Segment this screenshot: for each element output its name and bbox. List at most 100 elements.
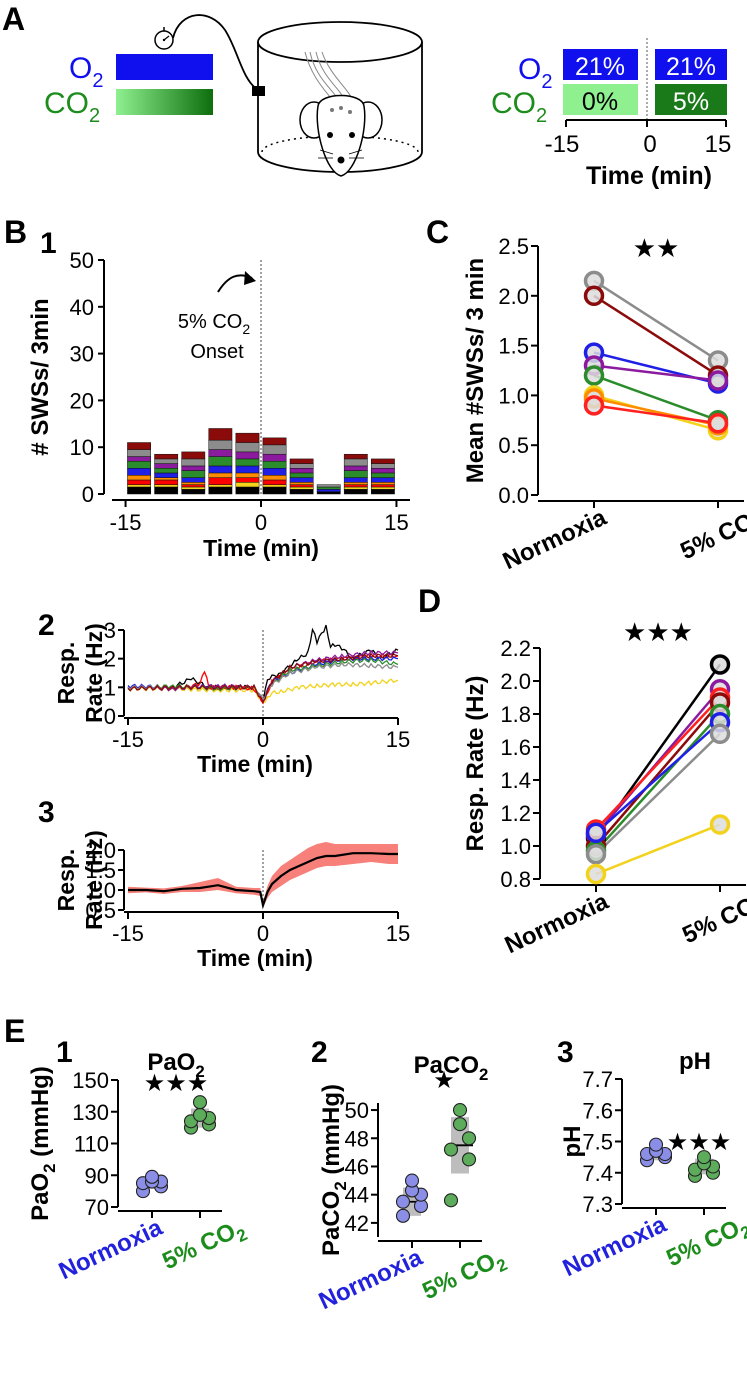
protocol-o2-label-main: O (518, 53, 541, 86)
co2-label-sub: 2 (89, 105, 100, 127)
data-point (461, 1152, 477, 1167)
y-tick-label: 2 (104, 647, 116, 672)
bar-segment (289, 458, 314, 464)
paired-line (595, 823, 721, 876)
bar-segment (262, 453, 287, 462)
bar-segment (127, 449, 151, 457)
gas-tube (172, 14, 259, 91)
bar-segment (235, 486, 260, 495)
bar-segment (235, 477, 260, 483)
bar-segment (343, 465, 368, 471)
y-axis-title: pH (559, 1126, 586, 1158)
bar-segment (343, 489, 368, 495)
bar-segment (127, 468, 151, 476)
y-axis-title-sub: 2 (331, 1181, 350, 1190)
protocol-pre-co2-bar (563, 84, 638, 115)
data-point (452, 1117, 468, 1132)
x-tick-label: 0 (257, 921, 269, 946)
co2-point (709, 723, 731, 745)
y-tick-label: 50 (70, 248, 94, 273)
data-point (192, 1107, 208, 1122)
paired-line (595, 701, 721, 847)
bar-segment (181, 482, 206, 485)
y-tick-label: 0 (82, 482, 94, 507)
bar-segment (181, 465, 206, 471)
bar-segment (154, 477, 179, 481)
x-tick-label-normoxia: Normoxia (559, 1211, 671, 1283)
y-axis-title: Mean #SWSs/ 3 min (462, 258, 489, 483)
data-point (648, 1137, 664, 1152)
y-tick-label: 70 (85, 1195, 109, 1220)
bar-segment (371, 458, 395, 464)
paired-line (595, 713, 721, 852)
bar-segment (343, 470, 368, 478)
bar-segment (289, 489, 314, 495)
protocol-post-co2-text: 5% (673, 88, 709, 116)
y-tick-label: 7.7 (582, 1067, 613, 1092)
o2-label-sub: 2 (92, 70, 103, 92)
chart-title: pH (679, 1048, 711, 1075)
bar-segment (181, 458, 206, 467)
bar-segment (316, 491, 341, 495)
bar-segment (235, 472, 260, 478)
y-tick-label: 2.0 (85, 838, 116, 863)
bar-segment (289, 472, 314, 478)
bar-segment (343, 477, 368, 483)
x-tick-label: -15 (110, 510, 142, 535)
bar-segment (235, 465, 260, 474)
data-point (395, 1194, 411, 1209)
data-point (443, 1142, 459, 1157)
y-axis-title: Resp.Rate (Hz) (53, 830, 107, 930)
onset-arrowhead-icon (244, 271, 256, 285)
x-tick-label-normoxia: Normoxia (499, 504, 611, 576)
y-tick-label: 42 (345, 1211, 369, 1236)
normoxia-point (585, 863, 607, 885)
protocol-pre-o2-text: 21% (575, 53, 625, 81)
x-tick-label: 0 (255, 510, 267, 535)
protocol-tick-label: -15 (545, 131, 580, 158)
chart-b1-stacked-bar: 0 10 20 30 40 50 -15 0 15 Time (min) # SWSs/ 3min (27, 248, 410, 561)
y-tick-label: 150 (72, 1068, 109, 1093)
y-tick-label: 2.0 (498, 284, 529, 309)
bar-segment (316, 484, 341, 488)
co2-point (709, 814, 731, 835)
bar-segment (127, 460, 151, 469)
o2-gas-bar (116, 54, 213, 80)
y-tick-label: 0.5 (85, 898, 116, 923)
chart-d-resp-rate: 0.8 1.0 1.2 1.4 1.6 1.8 2.0 2.2 Normoxia 5% CO2 Re… (462, 617, 747, 959)
x-tick-label: 15 (386, 921, 410, 946)
y-tick-label: 50 (345, 1098, 369, 1123)
protocol-tick-label: 15 (705, 131, 732, 158)
bar-segment (154, 453, 179, 460)
bar-segment (289, 486, 314, 490)
significance-stars: ★ (433, 1067, 455, 1094)
y-axis-title-line: Rate (Hz) (81, 623, 107, 723)
data-point (443, 1193, 459, 1208)
y-tick-label: 2.5 (498, 234, 529, 259)
bar-segment (154, 479, 179, 485)
bar-segment (154, 463, 179, 469)
paired-line (595, 732, 721, 856)
bar-segment (208, 428, 233, 441)
bar-segment (289, 463, 314, 469)
bar-segment (262, 479, 287, 485)
bar-segment (371, 489, 395, 495)
co2-point (707, 413, 729, 434)
y-tick-label: 46 (345, 1154, 369, 1179)
mean-line (128, 852, 398, 910)
y-axis-title: PaO2 (mmHg) (27, 1066, 59, 1221)
protocol-o2-label-sub: 2 (541, 71, 552, 93)
y-tick-label: 1.4 (500, 768, 531, 793)
bar-segment (262, 468, 287, 476)
bar-segment (127, 484, 151, 488)
bar-segment (181, 486, 206, 490)
panel-b1-number: 1 (40, 227, 57, 260)
bar-segment (262, 475, 287, 481)
bar-segment (262, 444, 287, 455)
y-tick-label: 48 (345, 1126, 369, 1151)
x-tick-label-co2-main: 5% CO (158, 1218, 240, 1275)
data-point (192, 1095, 208, 1110)
panel-e1-number: 1 (56, 1036, 73, 1069)
bar-segment (181, 470, 206, 478)
